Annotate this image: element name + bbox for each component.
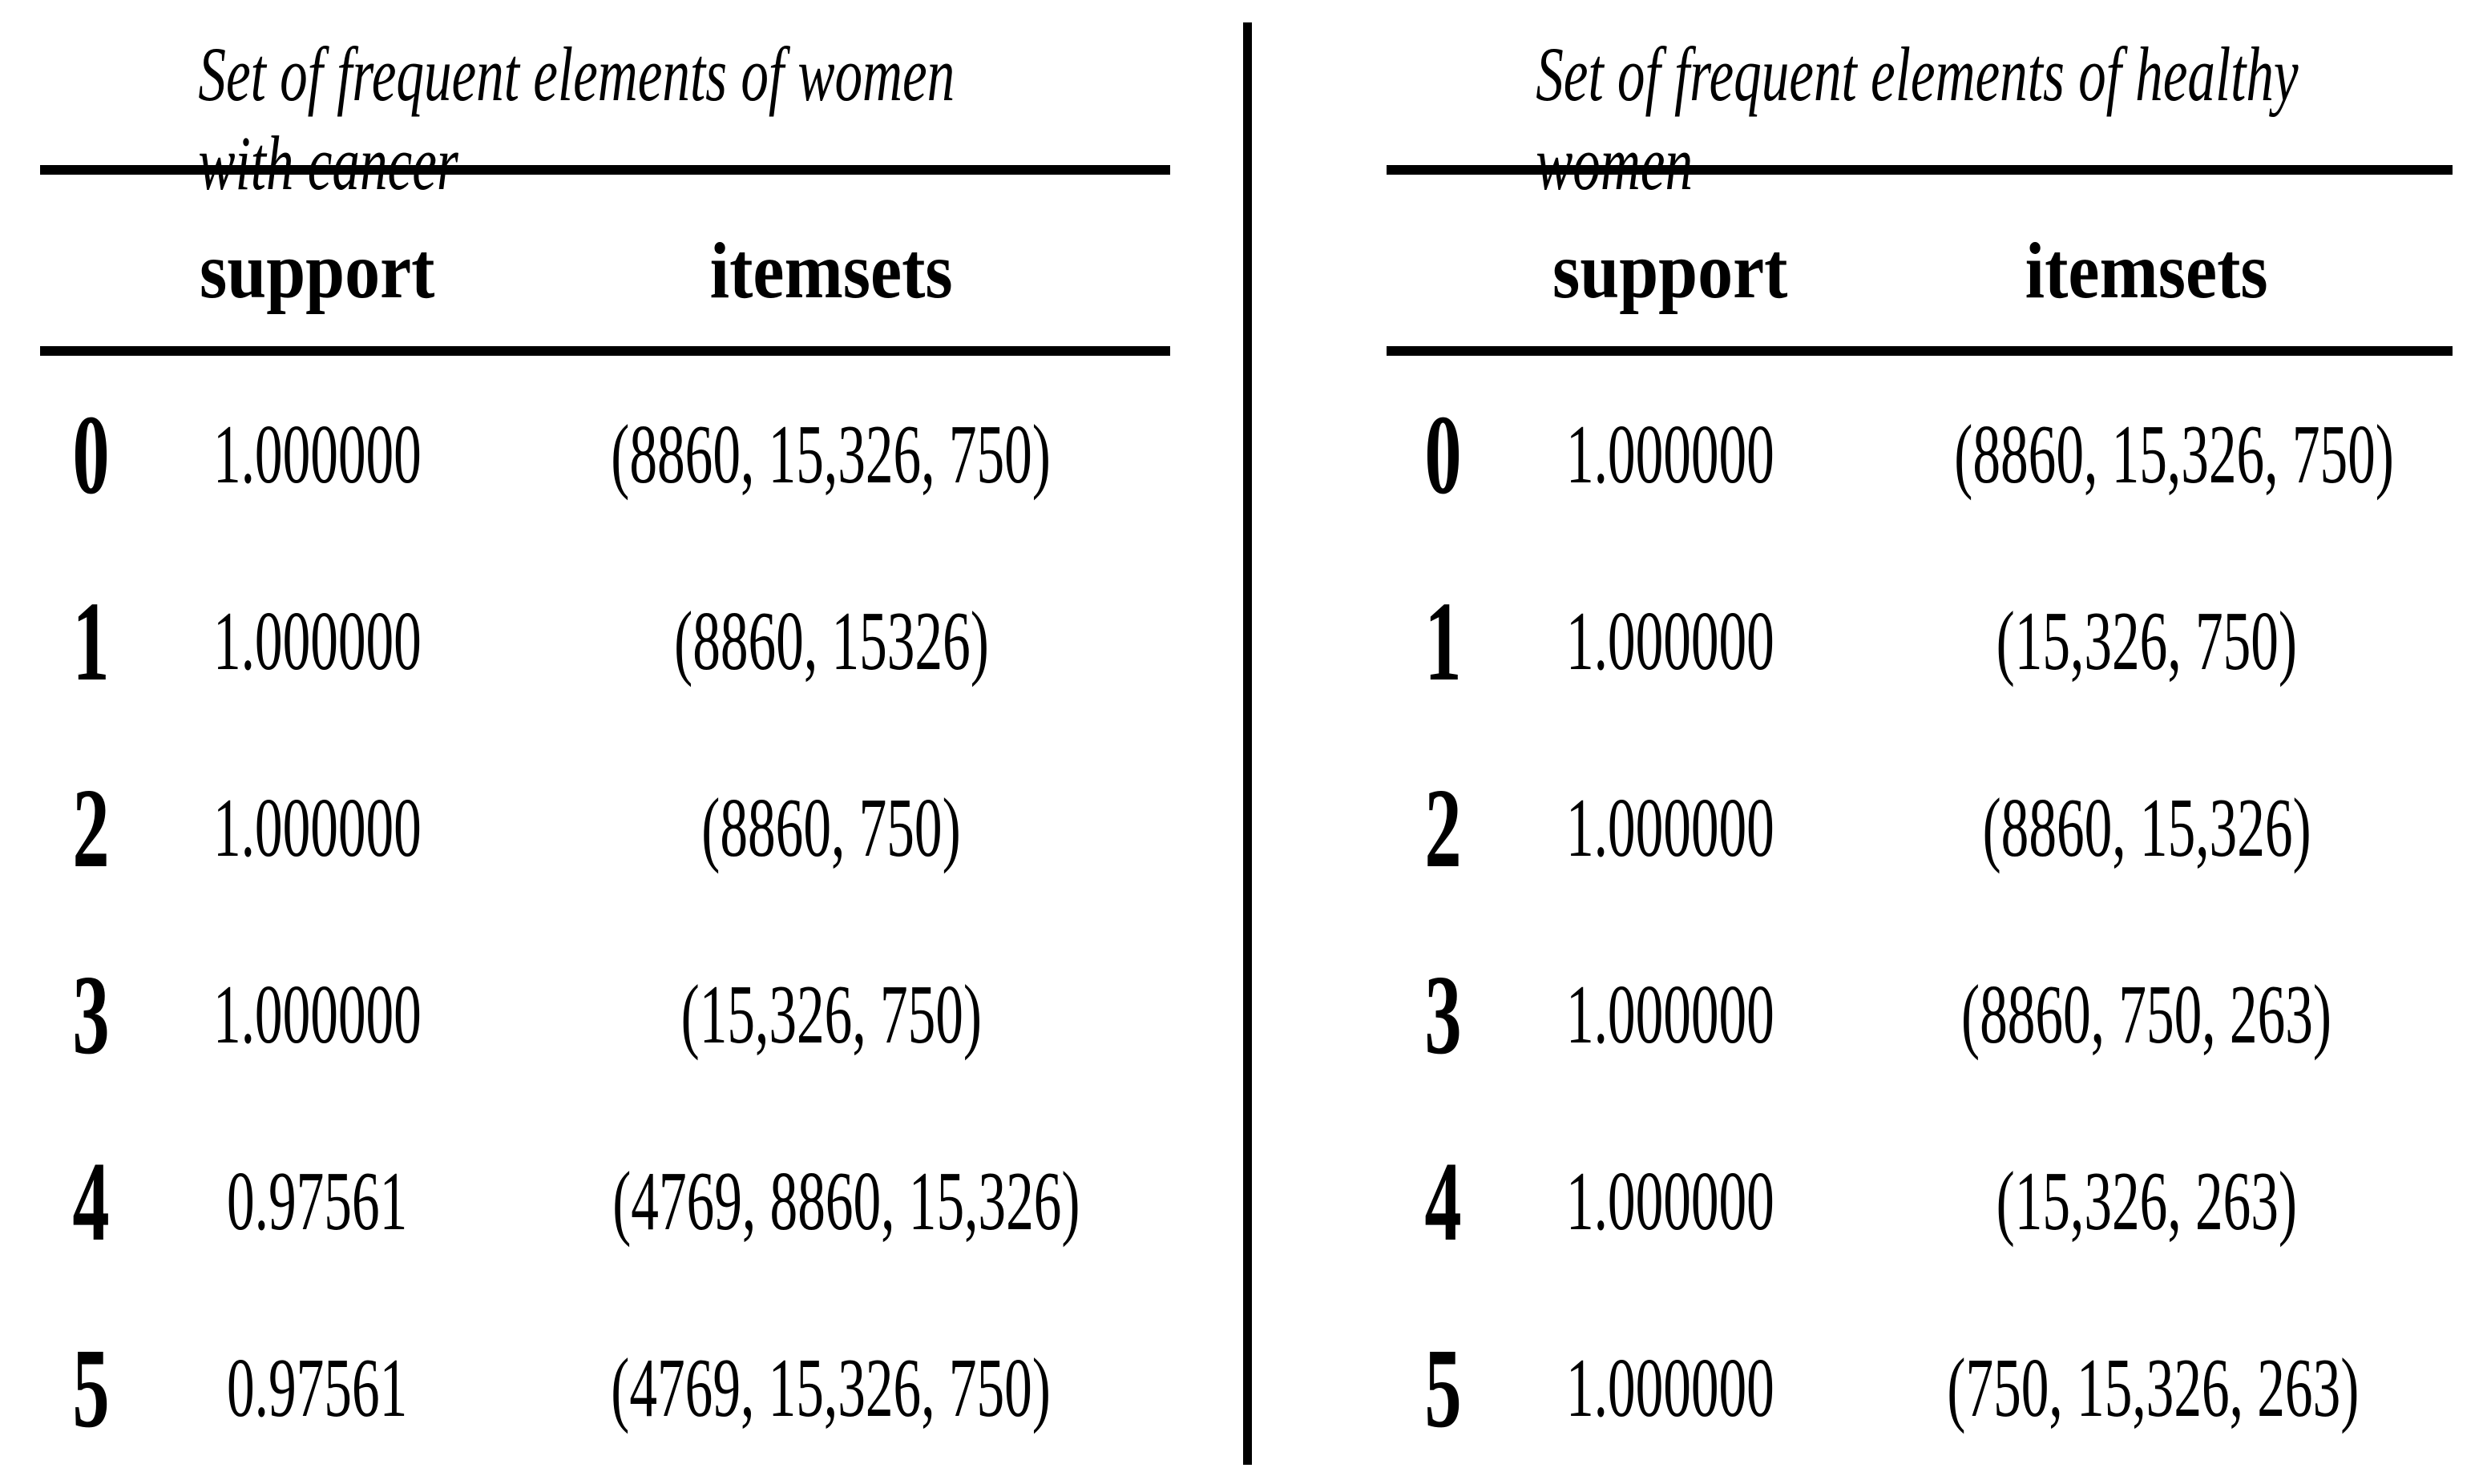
table-row: 0 1.000000 (8860, 15,326, 750): [1387, 361, 2453, 547]
title-rule: [40, 165, 1170, 175]
row-index: 5: [72, 1324, 110, 1451]
header-row: support itemsets: [1387, 175, 2453, 346]
itemsets-column-header: itemsets: [709, 225, 953, 315]
row-index: 3: [1424, 950, 1462, 1078]
table-title-text: Set of frequent elements of healthy wome…: [1536, 31, 2299, 206]
support-value: 1.000000: [1565, 407, 1774, 501]
row-index: 4: [72, 1137, 110, 1264]
title-rule: [1387, 165, 2453, 175]
table-row: 5 0.97561 (4769, 15,326, 750): [40, 1294, 1170, 1481]
support-value: 1.000000: [1565, 1341, 1774, 1434]
support-value: 1.000000: [1565, 967, 1774, 1061]
table-row: 1 1.000000 (15,326, 750): [1387, 547, 2453, 734]
itemsets-value: (8860, 750, 263): [1961, 967, 2332, 1061]
table-title: Set of frequent elements of women with c…: [40, 0, 1170, 206]
support-column-header: support: [1552, 225, 1788, 315]
itemsets-value: (4769, 8860, 15,326): [612, 1154, 1080, 1248]
itemsets-value: (8860, 15,326, 750): [1953, 407, 2394, 501]
support-column-header: support: [199, 225, 435, 315]
header-row: support itemsets: [40, 175, 1170, 346]
itemsets-value: (8860, 15,326, 750): [611, 407, 1052, 501]
vertical-divider: [1243, 22, 1252, 1465]
table-title-text: Set of frequent elements of women with c…: [198, 31, 955, 206]
row-index: 4: [1424, 1137, 1462, 1264]
itemsets-value: (750, 15,326, 263): [1946, 1341, 2359, 1434]
header-rule: [40, 346, 1170, 356]
itemsets-value: (8860, 750): [701, 780, 961, 874]
support-value: 1.000000: [212, 780, 422, 874]
row-index: 0: [72, 390, 110, 518]
table-row: 4 0.97561 (4769, 8860, 15,326): [40, 1107, 1170, 1294]
table-row: 2 1.000000 (8860, 15,326): [1387, 734, 2453, 921]
table-body: 0 1.000000 (8860, 15,326, 750) 1 1.00000…: [1387, 356, 2453, 1481]
itemsets-value: (4769, 15,326, 750): [611, 1341, 1052, 1434]
row-index: 2: [72, 764, 110, 891]
support-value: 0.97561: [226, 1341, 408, 1434]
itemsets-value: (15,326, 750): [1996, 594, 2297, 688]
itemsets-value: (15,326, 263): [1996, 1154, 2297, 1248]
itemsets-value: (8860, 15,326): [1982, 780, 2311, 874]
row-index: 0: [1424, 390, 1462, 518]
support-value: 1.000000: [1565, 594, 1774, 688]
table-row: 4 1.000000 (15,326, 263): [1387, 1107, 2453, 1294]
table-row: 1 1.000000 (8860, 15326): [40, 547, 1170, 734]
healthy-women-table: Set of frequent elements of healthy wome…: [1387, 0, 2453, 1481]
support-value: 0.97561: [226, 1154, 408, 1248]
table-row: 3 1.000000 (15,326, 750): [40, 921, 1170, 1107]
support-value: 1.000000: [1565, 1154, 1774, 1248]
header-rule: [1387, 346, 2453, 356]
support-value: 1.000000: [1565, 780, 1774, 874]
support-value: 1.000000: [212, 967, 422, 1061]
itemsets-value: (8860, 15326): [673, 594, 989, 688]
support-value: 1.000000: [212, 594, 422, 688]
row-index: 1: [1424, 577, 1462, 704]
table-title: Set of frequent elements of healthy wome…: [1387, 0, 2453, 206]
table-row: 2 1.000000 (8860, 750): [40, 734, 1170, 921]
row-index: 3: [72, 950, 110, 1078]
row-index: 1: [72, 577, 110, 704]
cancer-women-table: Set of frequent elements of women with c…: [40, 0, 1170, 1481]
itemsets-value: (15,326, 750): [680, 967, 982, 1061]
table-body: 0 1.000000 (8860, 15,326, 750) 1 1.00000…: [40, 356, 1170, 1481]
table-row: 0 1.000000 (8860, 15,326, 750): [40, 361, 1170, 547]
support-value: 1.000000: [212, 407, 422, 501]
itemsets-column-header: itemsets: [2025, 225, 2268, 315]
table-row: 3 1.000000 (8860, 750, 263): [1387, 921, 2453, 1107]
table-row: 5 1.000000 (750, 15,326, 263): [1387, 1294, 2453, 1481]
row-index: 2: [1424, 764, 1462, 891]
row-index: 5: [1424, 1324, 1462, 1451]
